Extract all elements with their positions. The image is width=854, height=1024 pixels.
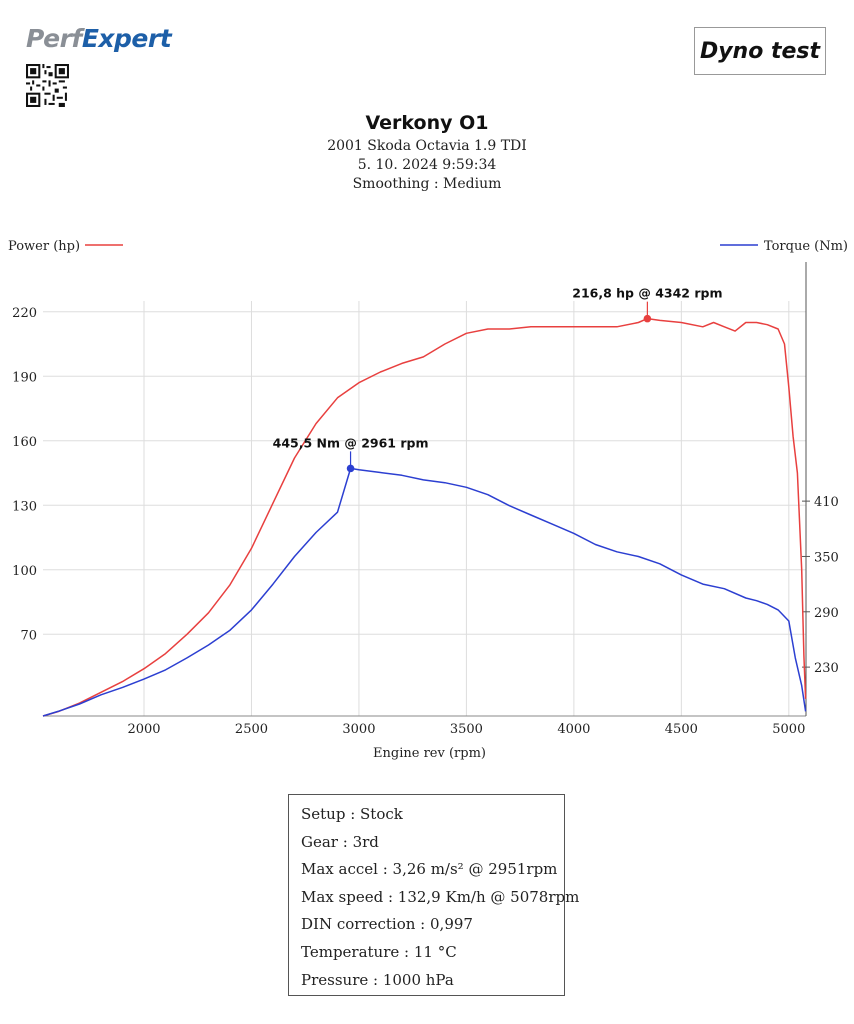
perfexpert-logo: PerfExpert <box>26 24 172 53</box>
right-y-tick-label: 290 <box>814 606 839 621</box>
right-y-tick-label: 230 <box>814 661 839 676</box>
torque-peak-marker <box>346 464 355 473</box>
x-tick-label: 4500 <box>665 722 698 737</box>
info-gear: Gear : 3rd <box>301 832 379 851</box>
left-y-tick-label: 70 <box>20 628 37 643</box>
x-tick-label: 2500 <box>235 722 268 737</box>
x-tick-label: 2000 <box>127 722 160 737</box>
left-y-tick-label: 220 <box>12 306 37 321</box>
right-axis-label: Torque (Nm) <box>764 239 848 254</box>
run-info-box: Setup : Stock Gear : 3rd Max accel : 3,2… <box>288 794 580 996</box>
chart-title: Verkony O1 <box>365 112 489 134</box>
x-axis-label: Engine rev (rpm) <box>373 746 486 761</box>
x-tick-label: 5000 <box>772 722 805 737</box>
left-y-tick-label: 130 <box>12 499 37 514</box>
torque-curve <box>42 467 807 717</box>
left-y-tick-label: 100 <box>12 564 37 579</box>
dyno-test-badge: Dyno test <box>694 27 826 75</box>
right-y-tick-label: 410 <box>814 495 839 510</box>
info-din-correction: DIN correction : 0,997 <box>301 915 473 934</box>
power-peak-marker <box>643 314 652 323</box>
x-tick-label: 3500 <box>450 722 483 737</box>
info-pressure: Pressure : 1000 hPa <box>301 970 454 989</box>
right-y-tick-label: 350 <box>814 550 839 565</box>
qr-code-icon <box>26 64 69 107</box>
info-max-speed: Max speed : 132,9 Km/h @ 5078rpm <box>301 887 580 906</box>
chart-titles: Verkony O1 2001 Skoda Octavia 1.9 TDI 5.… <box>0 112 854 194</box>
dyno-chart: 2000 2500 3000 3500 4000 4500 5000 70 100 130 160 1… <box>8 239 848 761</box>
torque-peak-label: 445,5 Nm @ 2961 rpm <box>273 435 429 450</box>
power-curve <box>42 317 807 717</box>
smoothing-label: Smoothing : Medium <box>352 176 502 192</box>
power-peak-label: 216,8 hp @ 4342 rpm <box>572 286 722 301</box>
info-temperature: Temperature : 11 °C <box>301 942 457 961</box>
info-setup: Setup : Stock <box>301 805 403 823</box>
info-max-accel: Max accel : 3,26 m/s² @ 2951rpm <box>301 860 558 879</box>
x-tick-label: 4000 <box>557 722 590 737</box>
datetime-label: 5. 10. 2024 9:59:34 <box>357 157 497 173</box>
left-y-tick-label: 190 <box>12 370 37 385</box>
x-tick-label: 3000 <box>342 722 375 737</box>
vehicle-label: 2001 Skoda Octavia 1.9 TDI <box>327 138 527 154</box>
left-axis-label: Power (hp) <box>8 239 80 254</box>
left-y-tick-label: 160 <box>12 435 37 450</box>
